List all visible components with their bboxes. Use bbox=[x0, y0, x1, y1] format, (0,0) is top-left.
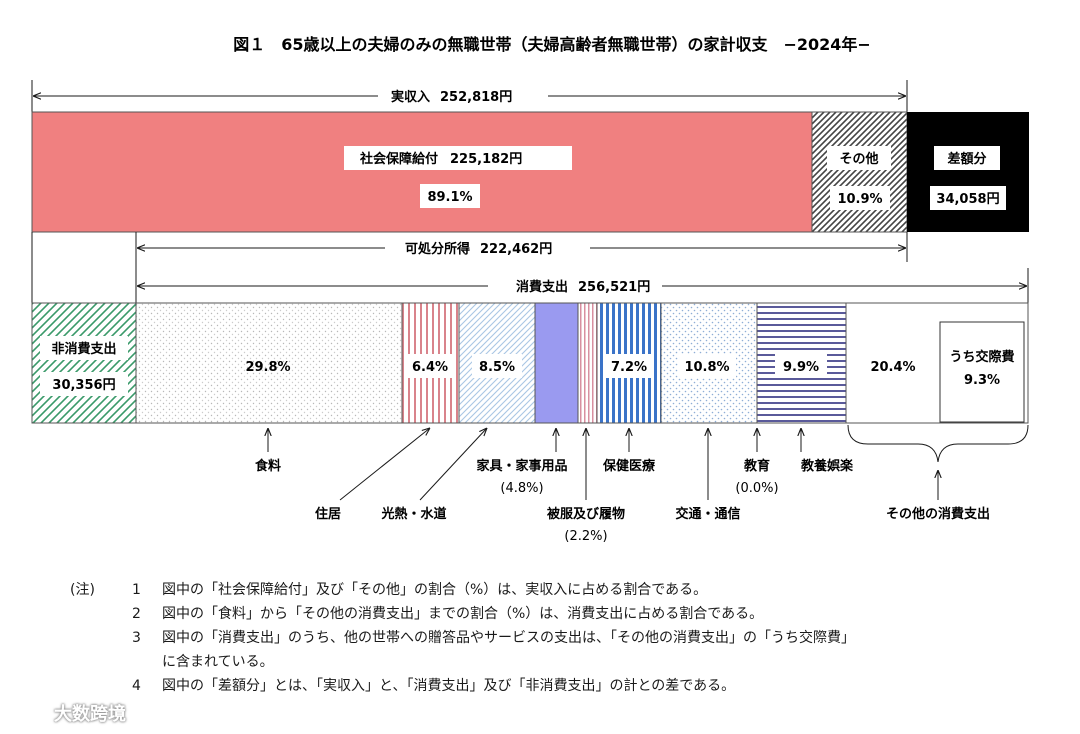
recreation-percent: 9.9% bbox=[783, 360, 819, 375]
bar-clothing bbox=[577, 302, 598, 424]
housing-percent: 6.4% bbox=[412, 360, 448, 375]
note-2: 2 図中の「食料」から「その他の消費支出」までの割合（%）は、消費支出に占める割… bbox=[70, 602, 1060, 626]
note-text: 図中の「食料」から「その他の消費支出」までの割合（%）は、消費支出に占める割合で… bbox=[162, 606, 764, 622]
note-number: 2 bbox=[132, 606, 141, 622]
education-label: 教育 bbox=[743, 458, 770, 474]
utilities-percent: 8.5% bbox=[479, 360, 515, 375]
clothing-label: 被服及び履物 bbox=[546, 506, 625, 522]
furniture-percent: (4.8%) bbox=[500, 481, 543, 496]
food-percent: 29.8% bbox=[245, 360, 290, 375]
non-consumption-label: 非消費支出 bbox=[51, 341, 116, 357]
bar-furniture bbox=[534, 302, 579, 424]
category-labels: 食料 住居 光熱・水道 家具・家事用品 (4.8%) 被服及び履物 (2.2%)… bbox=[255, 458, 990, 544]
other-consumption-percent: 20.4% bbox=[870, 360, 915, 375]
social-security-label: 社会保障給付 bbox=[359, 151, 438, 167]
social-security-amount: 225,182円 bbox=[450, 152, 522, 167]
note-3-continuation: に含まれている。 bbox=[70, 650, 1060, 674]
health-percent: 7.2% bbox=[611, 360, 647, 375]
note-3: 3 図中の「消費支出」のうち、他の世帯への贈答品やサービスの支出は、「その他の消… bbox=[70, 626, 1060, 650]
subitem-box bbox=[939, 321, 1025, 423]
transport-label: 交通・通信 bbox=[675, 506, 740, 522]
subitem-label: うち交際費 bbox=[949, 349, 1014, 365]
note-1: (注) 1 図中の「社会保障給付」及び「その他」の割合（%）は、実収入に占める割… bbox=[70, 578, 1060, 602]
transport-percent: 10.8% bbox=[684, 360, 729, 375]
deficit-amount: 34,058円 bbox=[936, 192, 999, 207]
recreation-label: 教養娯楽 bbox=[800, 458, 854, 474]
housing-label: 住居 bbox=[315, 506, 341, 522]
income-other-label: その他 bbox=[839, 151, 878, 167]
note-number: 3 bbox=[132, 630, 141, 646]
subitem-percent: 9.3% bbox=[964, 373, 1000, 388]
consumption-label: 消費支出 bbox=[516, 279, 568, 295]
consumption-value: 256,521円 bbox=[578, 280, 650, 295]
furniture-label: 家具・家事用品 bbox=[476, 458, 567, 474]
disposable-income-label: 可処分所得 bbox=[405, 241, 470, 257]
label-social-security: 社会保障給付 225,182円 89.1% bbox=[344, 146, 572, 208]
bar-food bbox=[135, 302, 403, 424]
bar-deficit bbox=[907, 112, 1029, 232]
food-label: 食料 bbox=[255, 458, 281, 474]
household-budget-chart: 図１ 65歳以上の夫婦のみの無職世帯（夫婦高齢者無職世帯）の家計収支 −2024… bbox=[31, 35, 1029, 544]
label-income-other: その他 10.9% bbox=[827, 146, 891, 210]
deficit-label: 差額分 bbox=[947, 151, 986, 167]
category-callouts bbox=[268, 424, 1029, 501]
social-security-percent: 89.1% bbox=[427, 190, 472, 205]
watermark-text: 大数跨境 bbox=[54, 704, 126, 725]
utilities-label: 光熱・水道 bbox=[380, 506, 446, 522]
income-total-label: 実収入 bbox=[391, 89, 430, 105]
watermark-logo-icon bbox=[9, 704, 48, 722]
notes-heading: (注) bbox=[70, 582, 95, 598]
disposable-income-value: 222,462円 bbox=[480, 242, 552, 257]
bar-utilities bbox=[458, 302, 536, 424]
note-text: 図中の「差額分」とは、「実収入」と、「消費支出」及び「非消費支出」の計との差であ… bbox=[162, 678, 736, 694]
disposable-income-span: 可処分所得 222,462円 bbox=[31, 232, 908, 303]
expenditure-bar: 非消費支出 30,356円 29.8% 6.4% 8.5% 7.2% 10.8%… bbox=[31, 302, 1029, 424]
income-total-value: 252,818円 bbox=[440, 90, 512, 105]
note-number: 4 bbox=[132, 678, 141, 694]
income-other-percent: 10.9% bbox=[837, 192, 882, 207]
non-consumption-amount: 30,356円 bbox=[52, 378, 115, 393]
bar-income-other bbox=[811, 111, 908, 233]
income-total-span: 実収入 252,818円 bbox=[31, 80, 908, 112]
bar-non-consumption bbox=[31, 302, 137, 424]
chart-title: 図１ 65歳以上の夫婦のみの無職世帯（夫婦高齢者無職世帯）の家計収支 −2024… bbox=[233, 35, 871, 54]
consumption-span: 消費支出 256,521円 bbox=[137, 268, 1029, 303]
education-percent: (0.0%) bbox=[735, 481, 778, 496]
notes: (注) 1 図中の「社会保障給付」及び「その他」の割合（%）は、実収入に占める割… bbox=[70, 578, 1060, 698]
note-text: に含まれている。 bbox=[162, 654, 274, 670]
other-consumption-label: その他の消費支出 bbox=[886, 506, 990, 522]
health-label: 保健医療 bbox=[602, 458, 656, 474]
clothing-percent: (2.2%) bbox=[564, 529, 607, 544]
note-text: 図中の「社会保障給付」及び「その他」の割合（%）は、実収入に占める割合である。 bbox=[162, 582, 708, 598]
note-4: 4 図中の「差額分」とは、「実収入」と、「消費支出」及び「非消費支出」の計との差… bbox=[70, 674, 1060, 698]
note-number: 1 bbox=[132, 582, 141, 598]
bar-social-security bbox=[31, 111, 813, 233]
note-text: 図中の「消費支出」のうち、他の世帯への贈答品やサービスの支出は、「その他の消費支… bbox=[162, 630, 855, 646]
label-deficit: 差額分 34,058円 bbox=[930, 146, 1006, 210]
watermark: 大数跨境 bbox=[8, 700, 126, 726]
